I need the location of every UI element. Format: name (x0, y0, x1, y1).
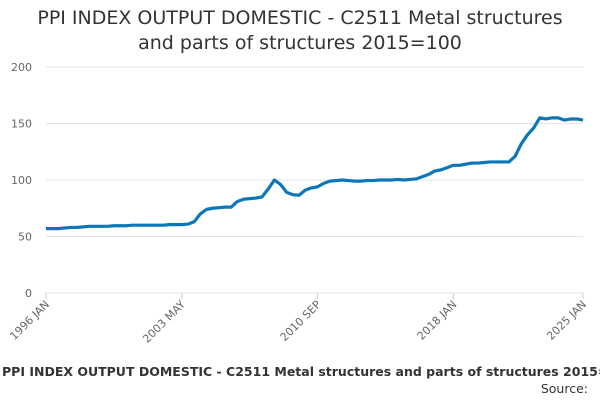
x-tick-label: 2003 MAY (140, 298, 188, 346)
y-tick-label: 200 (11, 61, 32, 74)
x-tick-label: 2010 SEP (278, 298, 324, 344)
x-tick-label: 2018 JAN (415, 298, 460, 343)
y-tick-label: 50 (18, 231, 32, 244)
source: Source: (541, 381, 588, 396)
x-tick-label: 1996 JAN (7, 298, 52, 343)
y-tick-label: 100 (11, 174, 32, 187)
y-tick-label: 0 (25, 287, 32, 300)
y-tick-label: 150 (11, 118, 32, 131)
footer: PPI INDEX OUTPUT DOMESTIC - C2511 Metal … (2, 364, 600, 379)
chart-title: PPI INDEX OUTPUT DOMESTIC - C2511 Metal … (37, 7, 563, 54)
x-tick-label: 2025 JAN (544, 298, 589, 343)
data-line (46, 116, 584, 231)
